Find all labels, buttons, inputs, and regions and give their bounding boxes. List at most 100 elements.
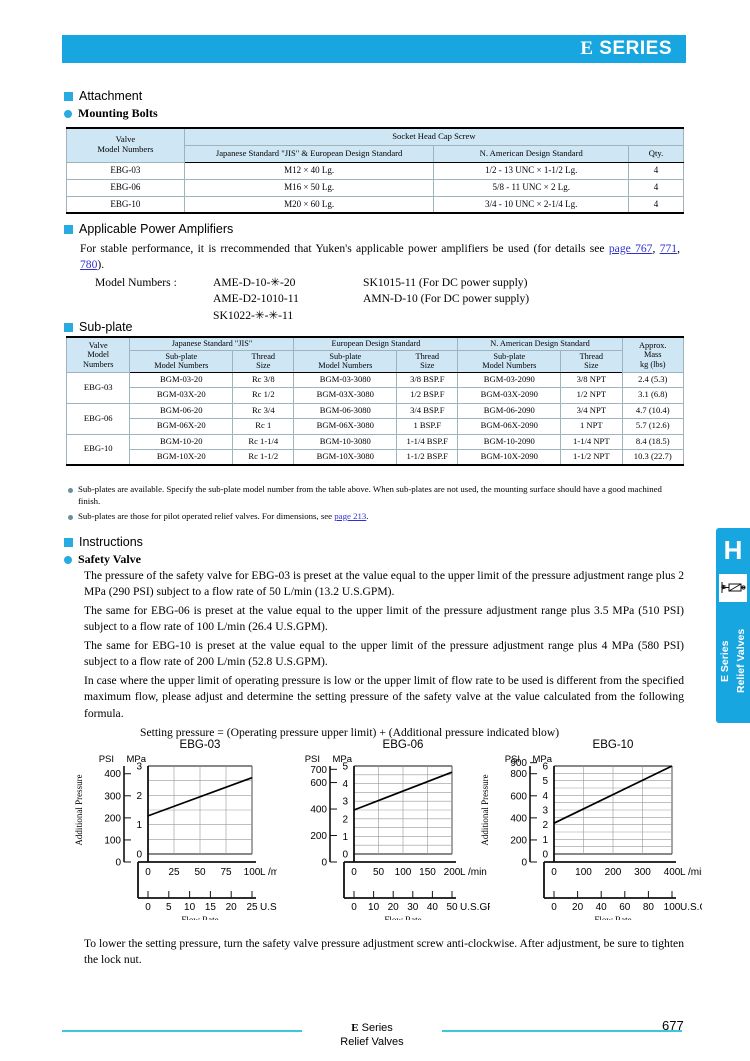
th-line-1: Sub-plate — [165, 351, 198, 361]
y-tick-psi: 800 — [510, 769, 527, 780]
power-amplifiers-model-list: Model Numbers : AME-D-10-✳-20 AME-D2-101… — [95, 275, 623, 324]
e-logo-mark: E — [580, 38, 594, 59]
charts-container: EBG-03 PSI MPa Additional Pressure 0 1 2 3 0 100 2… — [62, 730, 722, 925]
cell-eu-thread: 3/4 BSP.F — [396, 402, 459, 420]
th-valve-model-numbers: Valve Model Numbers — [65, 336, 131, 373]
page-number: 677 — [662, 1018, 684, 1033]
y-axis-label: Additional Pressure — [74, 774, 84, 845]
side-tab-e-series-relief-valves[interactable]: H E Series Relief Valves — [716, 528, 750, 723]
x-axis-label: Flow Rate — [181, 915, 218, 920]
table-row: EBG-03 BGM-03-20 Rc 3/8 BGM-03-3080 3/8 … — [65, 371, 684, 404]
section-label-sub-plate: Sub-plate — [79, 320, 133, 334]
cell-jis-thread: Rc 1-1/4 — [232, 433, 295, 451]
th-line-2: Model Numbers — [318, 361, 373, 371]
x-axis-unit-lmin: L /min — [260, 867, 277, 878]
y-tick-mpa: 2 — [136, 791, 142, 802]
cell-model: EBG-10 — [66, 195, 185, 214]
th-line-2: Mass — [643, 350, 662, 360]
x-tick-lmin: 50 — [373, 867, 385, 878]
y-tick-mpa: 2 — [342, 814, 348, 825]
section-heading-instructions: Instructions — [64, 535, 143, 549]
table-header-row-2: Japanese Standard "JIS" & European Desig… — [67, 144, 684, 163]
y-tick-psi: 0 — [115, 858, 121, 869]
x-tick-gpm: 10 — [184, 902, 196, 913]
x-tick-lmin: 75 — [220, 867, 232, 878]
y-axis-unit-mpa: MPa — [332, 754, 352, 765]
x-tick-gpm: 40 — [596, 902, 608, 913]
y-tick-psi: 200 — [104, 813, 121, 824]
link-page-767[interactable]: page 767 — [608, 242, 653, 255]
y-tick-psi: 0 — [321, 858, 327, 869]
note-text: Sub-plates are those for pilot operated … — [78, 511, 368, 523]
section-label-instructions: Instructions — [79, 535, 143, 549]
mounting-bolts-table: Valve Model Numbers Socket Head Cap Scre… — [66, 127, 685, 214]
x-tick-gpm: 0 — [351, 902, 357, 913]
x-tick-gpm: 0 — [145, 902, 151, 913]
th-line-1: Thread — [579, 351, 604, 361]
cell-jis-model: BGM-03X-20 — [129, 387, 234, 404]
chart-title: EBG-03 — [180, 739, 221, 751]
safety-valve-paragraph-4: In case where the upper limit of operati… — [84, 673, 684, 720]
square-bullet-icon — [64, 537, 73, 547]
cell-model: EBG-06 — [65, 402, 131, 435]
cell-jis-thread: Rc 3/4 — [232, 402, 295, 420]
th-approx-mass: Approx. Mass kg (lbs) — [621, 336, 684, 373]
x-tick-gpm: 80 — [643, 902, 655, 913]
model-number-item: AMN-D-10 (For DC power supply) — [363, 292, 530, 306]
x-tick-gpm: 25 — [246, 902, 258, 913]
x-tick-gpm: 0 — [551, 902, 557, 913]
y-tick-mpa: 5 — [542, 776, 548, 787]
section-heading-power-amplifiers: Applicable Power Amplifiers — [64, 222, 233, 236]
footer-title-line-1: E Series — [302, 1022, 442, 1036]
y-tick-mpa: 1 — [342, 832, 348, 843]
link-page-213[interactable]: page 213 — [334, 510, 367, 521]
square-bullet-icon — [64, 322, 73, 332]
table-row: EBG-06 M16 × 50 Lg. 5/8 - 11 UNC × 2 Lg.… — [66, 178, 684, 197]
x-tick-lmin: 100 — [244, 867, 261, 878]
th-line-1: Valve — [115, 134, 136, 145]
side-tab-line-2: Relief Valves — [735, 628, 747, 694]
section-heading-safety-valve: Safety Valve — [64, 552, 141, 567]
link-page-771[interactable]: 771 — [659, 242, 678, 255]
cell-na-thread: 3/4 NPT — [560, 402, 623, 420]
cell-mass: 5.7 (12.6) — [621, 418, 684, 435]
y-tick-mpa: 3 — [136, 762, 142, 773]
cell-na-thread: 1 NPT — [560, 418, 623, 435]
series-title: E SERIES — [580, 38, 672, 60]
cell-jis-model: BGM-06-20 — [129, 402, 234, 420]
dot-bullet-icon — [64, 109, 72, 118]
y-tick-mpa: 3 — [542, 806, 548, 817]
note-bullet-icon — [68, 488, 73, 493]
th-line-1: Sub-plate — [329, 351, 362, 361]
x-tick-lmin: 0 — [351, 867, 357, 878]
cell-jis-model: BGM-10-20 — [129, 433, 234, 451]
table-row: BGM-10X-20 Rc 1-1/2 BGM-10X-3080 1-1/2 B… — [67, 449, 684, 466]
th-n-american: N. American Design Standard — [433, 144, 630, 163]
side-tab-text: E Series Relief Valves — [717, 606, 749, 716]
th-jis-thread-size: Thread Size — [232, 349, 295, 373]
footer-rule-left — [62, 1029, 302, 1032]
x-axis-unit-gpm: U.S.GPM — [460, 902, 490, 913]
cell-jis-model: BGM-03-20 — [129, 371, 234, 389]
footer-title: E Series Relief Valves — [302, 1022, 442, 1050]
x-axis-unit-lmin: L /min — [460, 867, 487, 878]
cell-eu-model: BGM-06X-3080 — [293, 418, 398, 435]
cell-na-thread: 1-1/4 NPT — [560, 433, 623, 451]
chart-series-line — [553, 765, 673, 824]
cell-jis: M16 × 50 Lg. — [183, 178, 435, 197]
table-row: EBG-03 M12 × 40 Lg. 1/2 - 13 UNC × 1-1/2… — [66, 161, 684, 180]
y-tick-mpa: 0 — [342, 850, 348, 861]
x-tick-gpm: 5 — [166, 902, 172, 913]
model-number-item: SK1022-✳-✳-11 — [213, 308, 294, 322]
safety-valve-paragraph-3: The same for EBG-10 is preset at the val… — [84, 638, 684, 669]
x-tick-gpm: 15 — [205, 902, 217, 913]
cell-jis-model: BGM-06X-20 — [129, 418, 234, 435]
table-header-row: Valve Model Numbers Socket Head Cap Scre… — [66, 127, 685, 163]
square-bullet-icon — [64, 91, 73, 101]
cell-model: EBG-03 — [66, 161, 185, 180]
th-na-subplate-model: Sub-plate Model Numbers — [457, 349, 562, 373]
link-page-780[interactable]: 780 — [80, 258, 98, 272]
model-number-item: SK1015-11 (For DC power supply) — [363, 276, 528, 289]
y-tick-mpa: 4 — [342, 779, 348, 790]
x-tick-lmin: 0 — [145, 867, 151, 878]
